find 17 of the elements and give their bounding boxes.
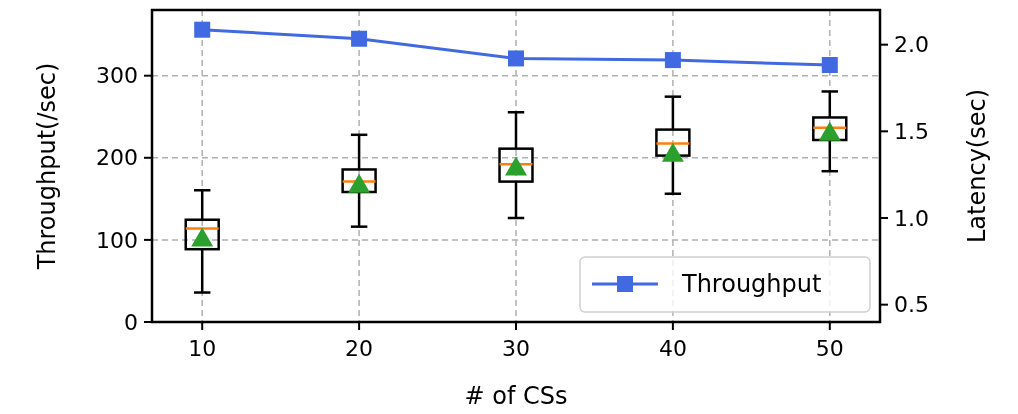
y-tick-label: 100	[96, 227, 138, 253]
y-tick-label: 0	[124, 309, 138, 335]
x-tick-label: 40	[658, 336, 687, 361]
x-tick-label: 30	[502, 336, 530, 361]
x-tick-label: 10	[188, 336, 217, 361]
y2-tick-label: 2.0	[894, 32, 929, 58]
x-tick-label: 50	[815, 336, 844, 361]
y2-tick-label: 1.5	[894, 119, 929, 145]
x-tick-label: 20	[345, 336, 374, 361]
y-tick-label: 200	[96, 145, 138, 171]
x-axis-title: # of CSs	[464, 382, 568, 410]
legend-label: Throughput	[681, 270, 822, 299]
y-axis-title: Throughput(/sec)	[33, 62, 61, 271]
y2-tick-label: 0.5	[894, 292, 929, 318]
y-tick-label: 300	[96, 63, 138, 89]
y2-axis-title: Latency(sec)	[963, 88, 991, 244]
y2-tick-label: 1.0	[894, 205, 929, 231]
